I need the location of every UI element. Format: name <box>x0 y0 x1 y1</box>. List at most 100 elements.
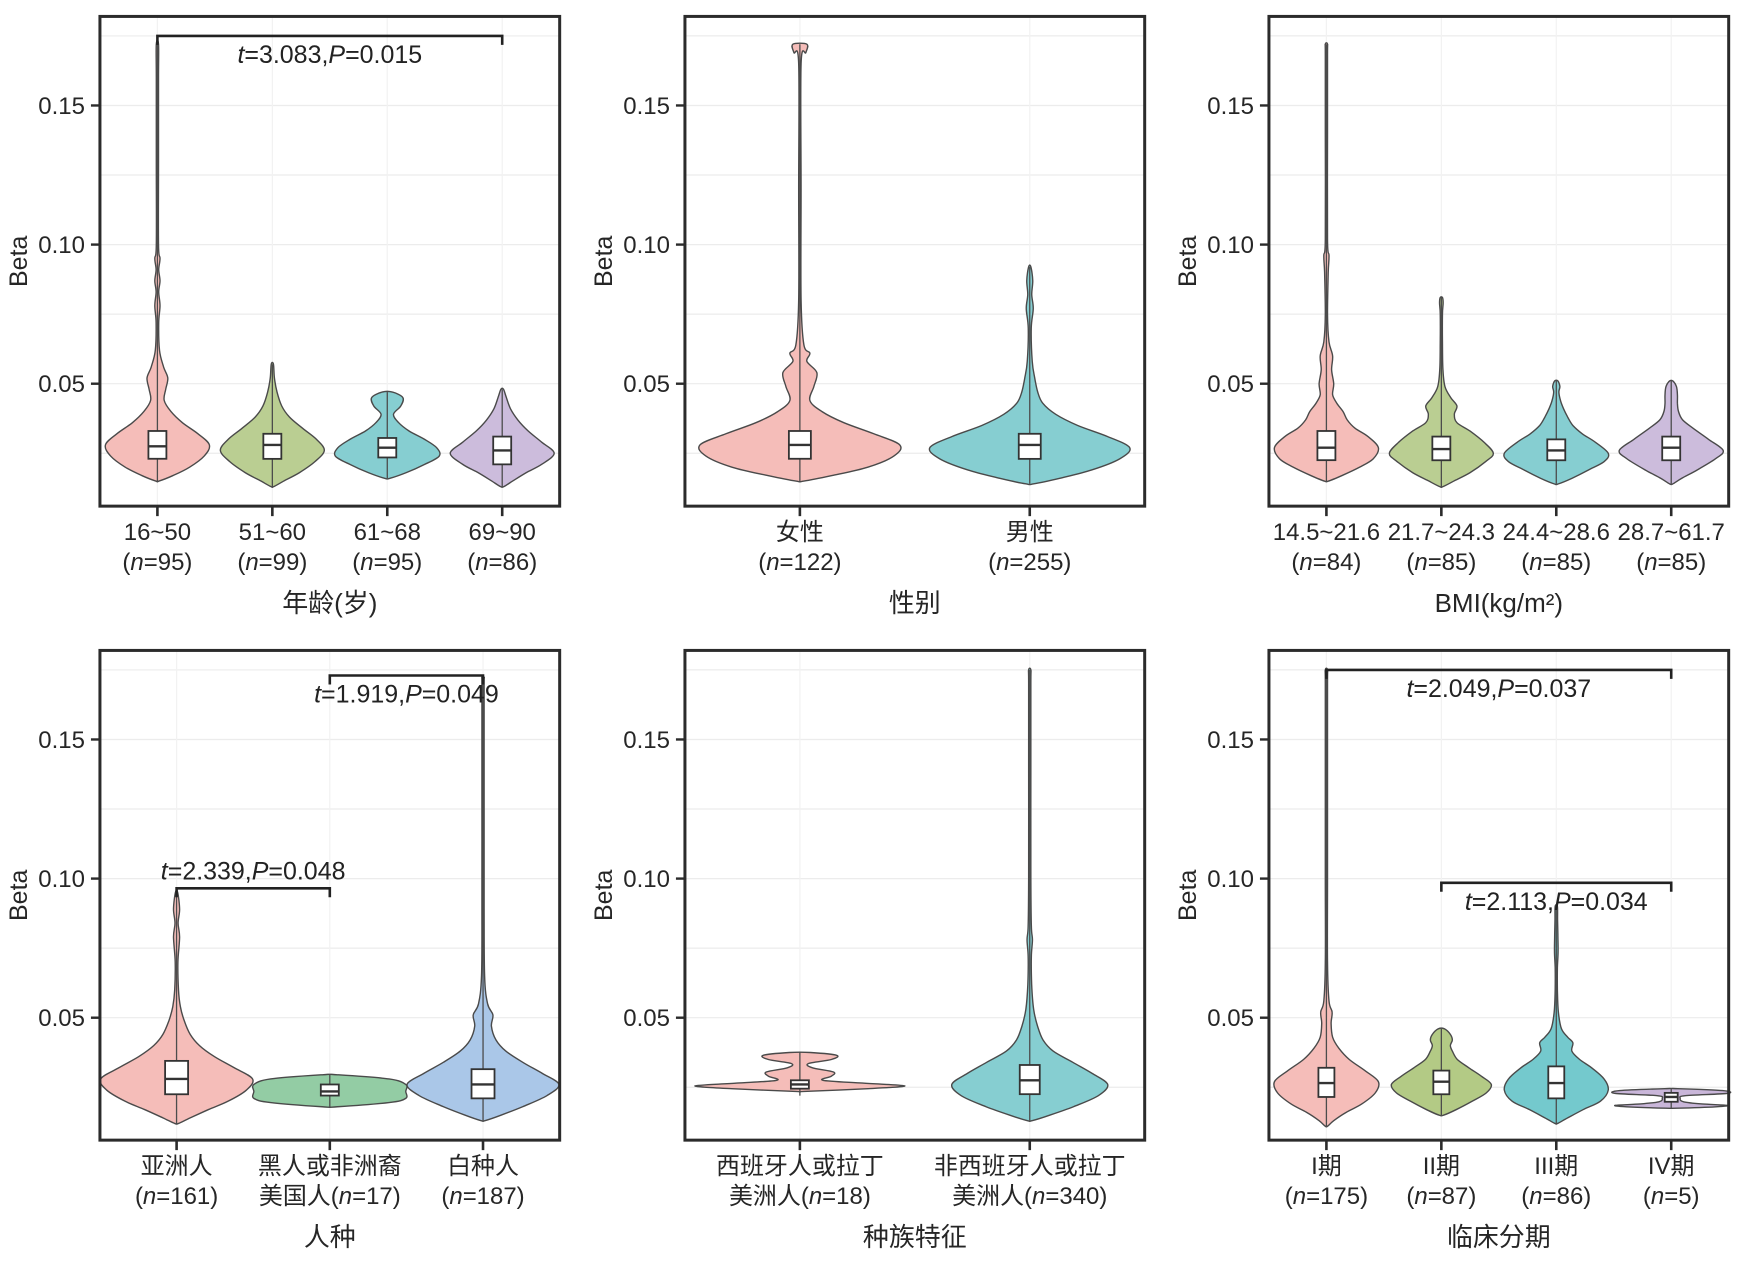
panel-bmi: 0.05 0.10 0.15 Beta 14.5~21.6 (n=84) 21.7~24.3… <box>1174 14 1731 618</box>
category-label: (n=99) <box>237 549 307 576</box>
category-label: (n=84) <box>1292 549 1362 576</box>
y-tick-label: 0.05 <box>1208 1005 1255 1032</box>
box-bmi-0 <box>1316 430 1337 462</box>
y-tick-label: 0.10 <box>623 866 670 893</box>
x-axis-title: 年龄(岁) <box>282 588 377 618</box>
significance-bracket-stage-1 <box>1440 880 1673 892</box>
significance-label-race-0: t=1.919,P=0.049 <box>314 680 499 708</box>
y-axis-title: Beta <box>5 869 33 920</box>
x-axis-title: 种族特征 <box>863 1222 967 1252</box>
plot-border <box>98 14 562 508</box>
y-axis-title: Beta <box>1174 235 1202 286</box>
significance-bracket-age-0 <box>156 34 504 45</box>
panel-gender: 0.05 0.10 0.15 Beta 女性 (n=122) 男性 (n=255) 性别 <box>590 14 1146 618</box>
box-race-0 <box>164 1059 189 1095</box>
panel-cell-race: 0.05 0.10 0.15 Beta 亚洲人 (n=161) 黑人或非洲裔 美国人(n=17… <box>0 634 585 1267</box>
category-label: 女性 <box>776 519 824 546</box>
y-tick-label: 0.15 <box>623 726 670 753</box>
significance-bracket-race-1 <box>175 886 332 897</box>
category-label: 美国人(n=17) <box>259 1183 401 1210</box>
significance-label-race-1: t=2.339,P=0.048 <box>161 857 346 885</box>
category-label: 14.5~21.6 <box>1273 519 1380 546</box>
category-label: (n=187) <box>441 1183 524 1210</box>
category-label: (n=175) <box>1285 1183 1368 1210</box>
panel-age: 0.05 0.10 0.15 Beta 16~50 (n=95) 51~60 (n=99) 61… <box>5 14 562 618</box>
category-label: 16~50 <box>124 519 191 546</box>
category-label: 61~68 <box>354 519 421 546</box>
box-race-1 <box>319 1083 340 1096</box>
y-tick-label: 0.10 <box>623 232 670 259</box>
y-tick-label: 0.15 <box>38 726 85 753</box>
category-label: (n=87) <box>1407 1183 1477 1210</box>
plot-border <box>683 648 1146 1142</box>
category-label: 亚洲人 <box>141 1153 213 1180</box>
y-tick-label: 0.10 <box>1208 866 1255 893</box>
category-label: 69~90 <box>469 519 536 546</box>
y-axis-title: Beta <box>5 235 33 286</box>
y-tick-label: 0.05 <box>38 1005 85 1032</box>
y-tick-label: 0.10 <box>38 866 85 893</box>
category-label: (n=255) <box>988 549 1071 576</box>
category-label: III期 <box>1535 1153 1579 1180</box>
category-label: (n=86) <box>1522 1183 1592 1210</box>
category-label: (n=95) <box>352 549 422 576</box>
category-label: 美洲人(n=340) <box>952 1183 1107 1210</box>
x-axis-title: 人种 <box>304 1222 356 1252</box>
y-tick-label: 0.05 <box>623 1005 670 1032</box>
category-label: 非西班牙人或拉丁 <box>934 1153 1126 1180</box>
panel-cell-age: 0.05 0.10 0.15 Beta 16~50 (n=95) 51~60 (n=99) 61… <box>0 0 585 634</box>
y-tick-label: 0.05 <box>38 371 85 398</box>
category-label: (n=85) <box>1637 549 1707 576</box>
significance-bracket-stage-0 <box>1325 668 1673 679</box>
category-label: 28.7~61.7 <box>1618 519 1725 546</box>
category-label: (n=122) <box>758 549 841 576</box>
category-label: 男性 <box>1005 519 1053 546</box>
y-tick-label: 0.10 <box>38 232 85 259</box>
significance-label-age-0: t=3.083,P=0.015 <box>237 41 422 69</box>
x-axis-title: 性别 <box>888 588 940 618</box>
category-label: 白种人 <box>447 1153 519 1180</box>
y-tick-label: 0.05 <box>623 371 670 398</box>
category-label: I期 <box>1311 1153 1342 1180</box>
category-label: 西班牙人或拉丁 <box>716 1153 884 1180</box>
plot-border <box>683 14 1146 508</box>
panel-cell-bmi: 0.05 0.10 0.15 Beta 14.5~21.6 (n=84) 21.7~24.3… <box>1169 0 1754 634</box>
category-label: (n=85) <box>1522 549 1592 576</box>
panel-cell-gender: 0.05 0.10 0.15 Beta 女性 (n=122) 男性 (n=255) 性别 <box>585 0 1170 634</box>
significance-bracket-race-0 <box>328 673 485 685</box>
x-axis-title: BMI(kg/m²) <box>1435 588 1563 618</box>
y-tick-label: 0.05 <box>1208 371 1255 398</box>
significance-label-stage-0: t=2.049,P=0.037 <box>1407 674 1592 702</box>
panel-race: 0.05 0.10 0.15 Beta 亚洲人 (n=161) 黑人或非洲裔美国人(n=17… <box>5 648 562 1252</box>
category-label: (n=85) <box>1407 549 1477 576</box>
category-label: 黑人或非洲裔 <box>258 1153 402 1180</box>
y-tick-label: 0.15 <box>1208 93 1255 120</box>
y-tick-label: 0.10 <box>1208 232 1255 259</box>
y-tick-label: 0.15 <box>623 93 670 120</box>
category-label: 24.4~28.6 <box>1503 519 1610 546</box>
category-label: 51~60 <box>239 519 306 546</box>
plot-border <box>1267 648 1731 1142</box>
box-gender-1 <box>1017 432 1042 460</box>
significance-label-stage-1: t=2.113,P=0.034 <box>1465 887 1648 915</box>
box-age-1 <box>262 432 283 460</box>
category-label: II期 <box>1423 1153 1460 1180</box>
y-tick-label: 0.15 <box>38 93 85 120</box>
category-label: 美洲人(n=18) <box>729 1183 871 1210</box>
y-axis-title: Beta <box>590 869 618 920</box>
category-label: (n=86) <box>467 549 537 576</box>
y-axis-title: Beta <box>1174 869 1202 920</box>
category-label: (n=5) <box>1643 1183 1700 1210</box>
category-label: IV期 <box>1648 1153 1695 1180</box>
plot-border <box>1267 14 1731 508</box>
category-label: 21.7~24.3 <box>1388 519 1495 546</box>
y-axis-title: Beta <box>590 235 618 286</box>
x-axis-title: 临床分期 <box>1447 1222 1551 1252</box>
y-tick-label: 0.15 <box>1208 726 1255 753</box>
category-label: (n=95) <box>122 549 192 576</box>
category-label: (n=161) <box>135 1183 218 1210</box>
panel-cell-stage: 0.05 0.10 0.15 Beta I期 (n=175) II期 (n=87) III期 (n… <box>1169 634 1754 1267</box>
panel-stage: 0.05 0.10 0.15 Beta I期 (n=175) II期 (n=87) III期 (n… <box>1174 648 1732 1252</box>
